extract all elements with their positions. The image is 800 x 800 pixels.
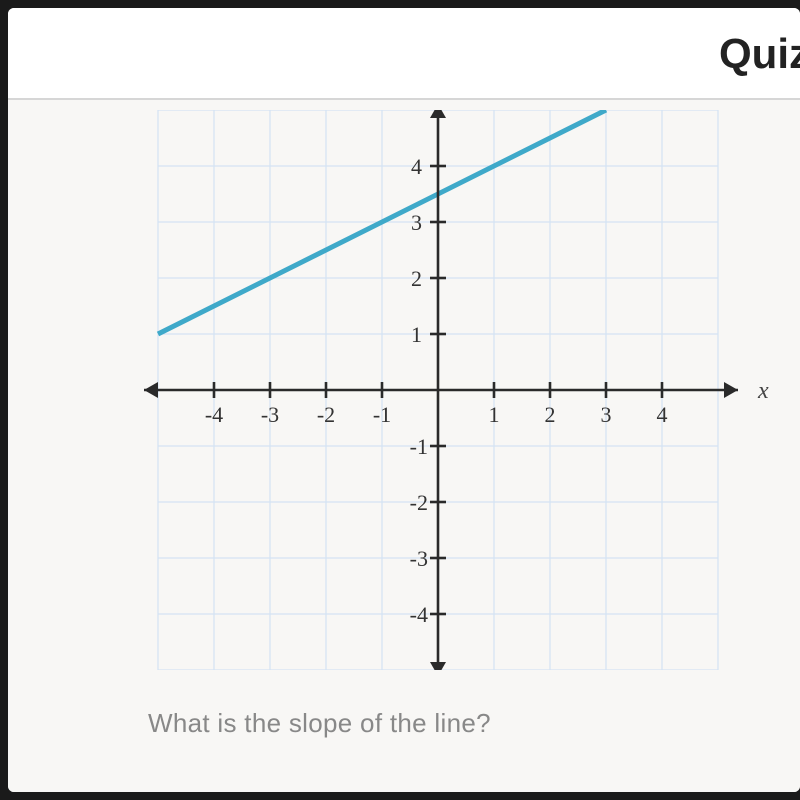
- ytick-label: -2: [410, 490, 428, 515]
- xtick-label: -4: [205, 402, 223, 427]
- x-axis-label: x: [757, 378, 769, 404]
- arrow-down-icon: [430, 662, 446, 670]
- xtick-label: -1: [373, 402, 391, 427]
- ytick-label: 4: [411, 154, 422, 179]
- xtick-label: 3: [601, 402, 612, 427]
- content-area: -4 -3 -2 -1 1 2 3 4 4 3 2 1 -1 -2 -3 -4 …: [8, 100, 800, 792]
- xtick-label: -2: [317, 402, 335, 427]
- xtick-label: 2: [545, 402, 556, 427]
- ytick-label: -4: [410, 602, 428, 627]
- ytick-label: 2: [411, 266, 422, 291]
- arrow-right-icon: [724, 382, 738, 398]
- question-prompt: What is the slope of the line?: [148, 708, 491, 739]
- ytick-label: -3: [410, 546, 428, 571]
- xtick-label: -3: [261, 402, 279, 427]
- arrow-up-icon: [430, 110, 446, 118]
- ytick-label: 3: [411, 210, 422, 235]
- header-bar: Quiz: [8, 8, 800, 98]
- page-title: Quiz: [719, 30, 800, 78]
- arrow-left-icon: [144, 382, 158, 398]
- coordinate-chart: -4 -3 -2 -1 1 2 3 4 4 3 2 1 -1 -2 -3 -4 …: [138, 110, 778, 670]
- xtick-label: 4: [657, 402, 668, 427]
- ytick-label: 1: [411, 322, 422, 347]
- app-screen: Quiz: [8, 8, 800, 792]
- xtick-label: 1: [489, 402, 500, 427]
- ytick-label: -1: [410, 434, 428, 459]
